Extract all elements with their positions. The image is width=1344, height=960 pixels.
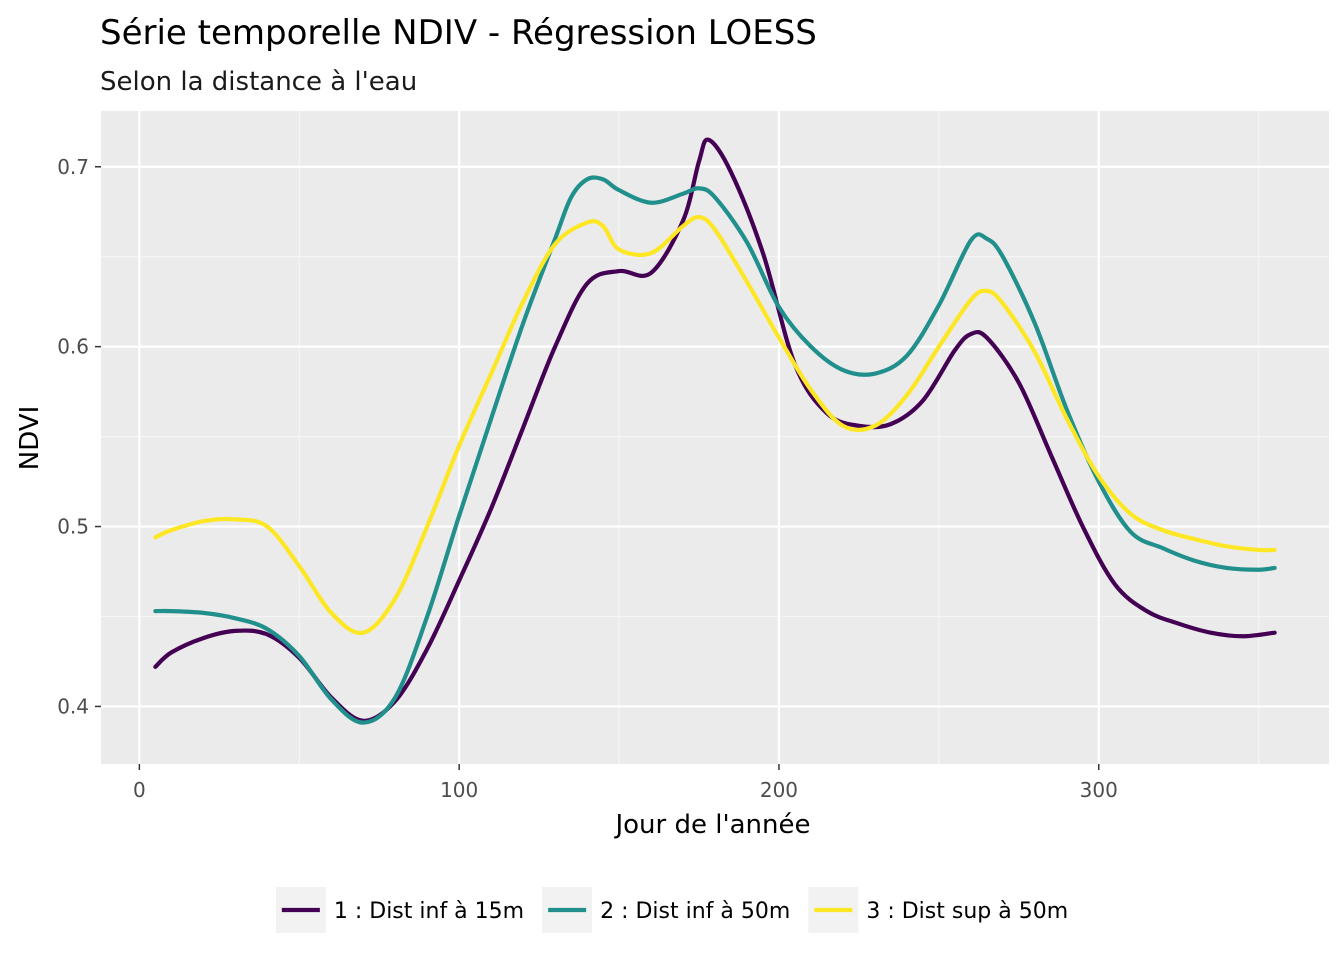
- y-tick-label: 0.5: [57, 515, 89, 539]
- y-tick-label: 0.4: [57, 694, 89, 718]
- x-axis-title: Jour de l'année: [613, 810, 810, 840]
- series-lines: [153, 137, 1277, 725]
- series-line-3: [153, 215, 1277, 636]
- axes: 0 100 200 300 0.4 0.5 0.6 0.7: [57, 155, 1118, 802]
- chart-title: Série temporelle NDIV - Régression LOESS: [100, 13, 817, 53]
- y-tick-label: 0.7: [57, 155, 89, 179]
- legend-label-2: 2 : Dist inf à 50m: [600, 899, 790, 924]
- legend-label-3: 3 : Dist sup à 50m: [866, 899, 1068, 924]
- y-axis-title: NDVI: [15, 406, 45, 470]
- minor-gridlines: [101, 111, 1329, 764]
- chart-subtitle: Selon la distance à l'eau: [100, 67, 417, 97]
- x-tick-label: 300: [1080, 778, 1118, 802]
- series-line-2: [153, 175, 1277, 725]
- x-tick-label: 100: [440, 778, 478, 802]
- legend-label-1: 1 : Dist inf à 15m: [334, 899, 524, 924]
- legend: 1 : Dist inf à 15m 2 : Dist inf à 50m 3 : …: [275, 887, 1068, 933]
- y-tick-label: 0.6: [57, 335, 89, 359]
- x-tick-label: 0: [133, 778, 146, 802]
- x-tick-label: 200: [760, 778, 798, 802]
- plot-panel: [101, 111, 1329, 764]
